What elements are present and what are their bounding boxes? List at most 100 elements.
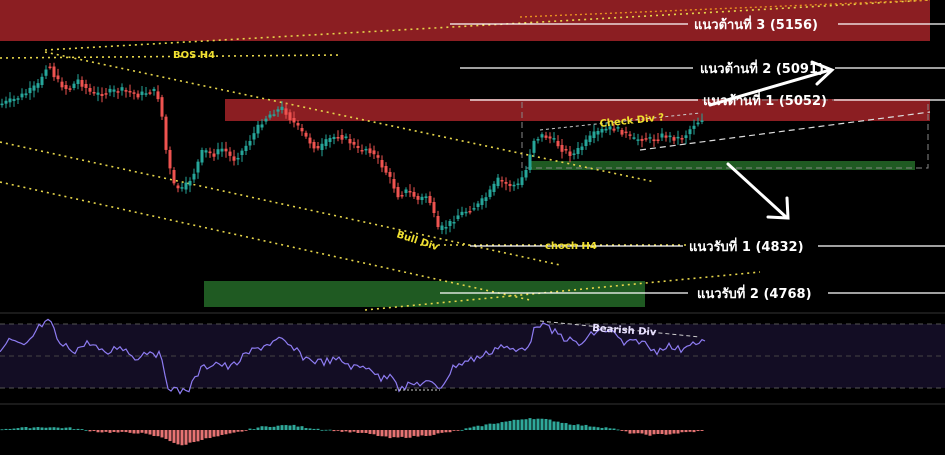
candle-body-15 — [60, 81, 64, 88]
resistance-zone-1 — [225, 99, 930, 121]
candle-body-93 — [372, 150, 376, 155]
candle-body-140 — [560, 145, 564, 152]
macd-bar-43 — [172, 430, 176, 443]
candle-body-150 — [600, 128, 604, 133]
macd-bar-86 — [344, 430, 348, 432]
rsi-panel: Bearish Div — [0, 312, 945, 395]
macd-bar-100 — [400, 430, 404, 437]
candle-body-126 — [504, 182, 508, 184]
macd-bar-27 — [108, 430, 112, 433]
candle-body-69 — [276, 109, 280, 112]
macd-bar-65 — [260, 426, 264, 430]
macd-bar-7 — [28, 428, 32, 430]
candle-body-73 — [292, 118, 296, 123]
macd-bar-90 — [360, 430, 364, 433]
candle-body-40 — [160, 97, 164, 117]
candle-body-100 — [400, 195, 404, 197]
candle-body-76 — [304, 132, 308, 137]
macd-bar-130 — [520, 419, 524, 430]
candle-body-56 — [224, 148, 228, 152]
macd-bar-166 — [664, 430, 668, 435]
macd-bar-103 — [412, 430, 416, 436]
macd-bar-121 — [484, 424, 488, 430]
macd-bar-83 — [332, 430, 336, 432]
macd-bar-138 — [552, 421, 556, 430]
macd-bar-162 — [648, 430, 652, 436]
candle-body-33 — [132, 92, 136, 94]
resistance-1-label: แนวต้านที่ 1 (5052) — [703, 91, 827, 109]
macd-bar-55 — [220, 430, 224, 435]
candle-body-159 — [636, 139, 640, 141]
candle-body-103 — [412, 192, 416, 197]
macd-bar-169 — [676, 430, 680, 434]
rsi-line — [0, 318, 706, 395]
candle-body-131 — [524, 169, 528, 178]
candle-body-25 — [100, 94, 104, 97]
macd-bar-137 — [548, 419, 552, 430]
candle-body-145 — [580, 146, 584, 150]
candle-body-66 — [264, 118, 268, 122]
macd-bar-63 — [252, 429, 256, 430]
rsi-divergence-line — [539, 320, 701, 338]
candle-body-71 — [284, 108, 288, 115]
resistance-2-label: แนวต้านที่ 2 (5091) — [700, 59, 824, 77]
macd-bar-89 — [356, 430, 360, 433]
candle-body-168 — [672, 137, 676, 141]
macd-panel — [0, 403, 945, 446]
macd-bar-11 — [44, 427, 48, 430]
candle-body-134 — [536, 139, 540, 141]
macd-bar-170 — [680, 430, 684, 433]
macd-bar-115 — [460, 429, 464, 431]
candle-body-36 — [144, 93, 148, 95]
macd-bar-118 — [472, 426, 476, 430]
macd-bar-68 — [272, 426, 276, 430]
candle-body-119 — [476, 203, 480, 207]
macd-bar-16 — [64, 427, 68, 430]
macd-bar-126 — [504, 421, 508, 430]
macd-bar-75 — [300, 426, 304, 430]
macd-bar-145 — [580, 425, 584, 430]
candle-body-43 — [172, 170, 176, 184]
candle-body-156 — [624, 131, 628, 134]
candle-body-88 — [352, 142, 356, 145]
macd-bar-6 — [24, 427, 28, 430]
macd-bar-69 — [276, 425, 280, 430]
candle-body-170 — [680, 138, 684, 140]
candle-body-116 — [464, 211, 468, 214]
candle-body-137 — [548, 136, 552, 139]
candle-body-105 — [420, 196, 424, 200]
macd-bar-97 — [388, 430, 392, 439]
macd-bar-154 — [616, 429, 620, 431]
candle-body-91 — [364, 148, 368, 151]
candle-body-160 — [640, 139, 644, 141]
candle-body-113 — [452, 221, 456, 224]
macd-bar-48 — [192, 430, 196, 443]
macd-bar-22 — [88, 430, 92, 432]
candle-body-48 — [192, 173, 196, 180]
macd-bar-140 — [560, 422, 564, 430]
support-zone-choch — [530, 161, 915, 170]
macd-bar-136 — [544, 418, 548, 430]
candle-body-171 — [684, 135, 688, 138]
macd-bar-52 — [208, 430, 212, 439]
macd-bar-72 — [288, 425, 292, 430]
macd-bar-133 — [532, 419, 536, 430]
macd-bar-4 — [16, 428, 20, 430]
candle-body-1 — [4, 100, 8, 104]
macd-bar-64 — [256, 427, 260, 430]
macd-bar-141 — [564, 423, 568, 430]
trendline-white-upper — [539, 112, 701, 131]
macd-bar-122 — [488, 423, 492, 430]
candle-body-109 — [436, 216, 440, 228]
macd-bar-41 — [164, 430, 168, 439]
candle-body-110 — [440, 225, 444, 230]
candle-body-84 — [336, 137, 340, 139]
macd-bar-46 — [184, 430, 188, 445]
macd-bar-95 — [380, 430, 384, 437]
candle-body-79 — [316, 146, 320, 149]
macd-bar-139 — [556, 421, 560, 430]
macd-bar-30 — [120, 430, 124, 432]
candle-body-29 — [116, 91, 120, 93]
macd-bar-45 — [180, 430, 184, 446]
